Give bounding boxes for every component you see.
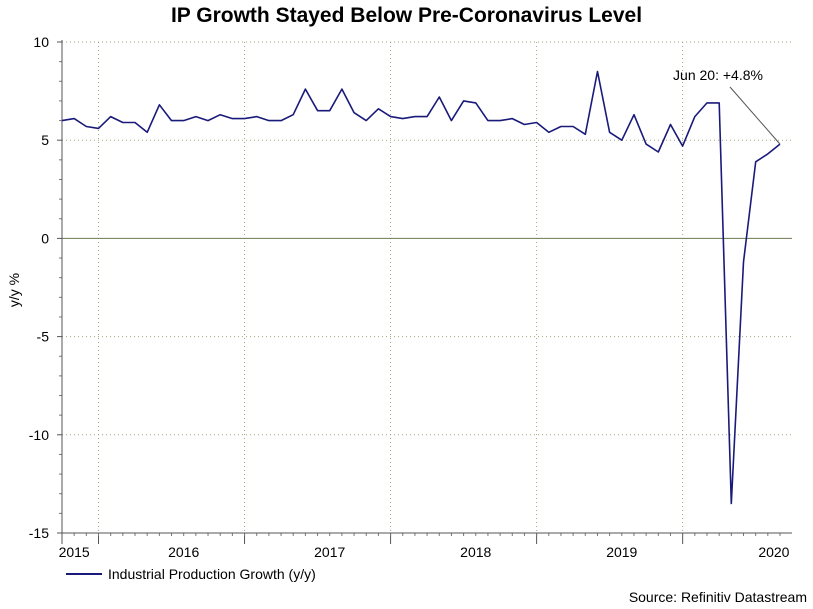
series-layer — [61, 70, 781, 505]
legend: Industrial Production Growth (y/y) — [66, 566, 316, 582]
series-line-industrial-production-growth — [61, 70, 781, 505]
annotation-group: Jun 20: +4.8% — [673, 67, 781, 145]
x-tick-label: 2020 — [758, 544, 789, 560]
y-axis-label: y/y % — [6, 273, 22, 307]
y-tick-label: 0 — [41, 230, 49, 246]
annotation-label: Jun 20: +4.8% — [673, 67, 763, 83]
legend-swatch — [66, 573, 102, 575]
x-tick-label: 2017 — [314, 544, 345, 560]
source-note: Source: Refinitiv Datastream — [628, 589, 807, 605]
y-tick-label: 5 — [41, 132, 49, 148]
x-tick-label: 2016 — [168, 544, 199, 560]
y-tick-label: -5 — [37, 329, 50, 345]
x-tick-label: 2018 — [460, 544, 491, 560]
legend-label: Industrial Production Growth (y/y) — [108, 566, 316, 582]
grid — [62, 41, 792, 533]
y-tick-label: -10 — [29, 427, 49, 443]
x-tick-label: 2019 — [606, 544, 637, 560]
annotation-leader-line — [729, 86, 781, 145]
axes — [57, 40, 792, 544]
x-tick-label: 2015 — [59, 544, 90, 560]
x-tick-labels: 2015 2016 2017 2018 2019 2020 — [59, 544, 790, 560]
y-tick-label: 10 — [33, 34, 49, 50]
y-tick-labels: 10 5 0 -5 -10 -15 — [29, 34, 49, 541]
y-tick-label: -15 — [29, 525, 49, 541]
chart-title: IP Growth Stayed Below Pre-Coronavirus L… — [170, 4, 643, 27]
